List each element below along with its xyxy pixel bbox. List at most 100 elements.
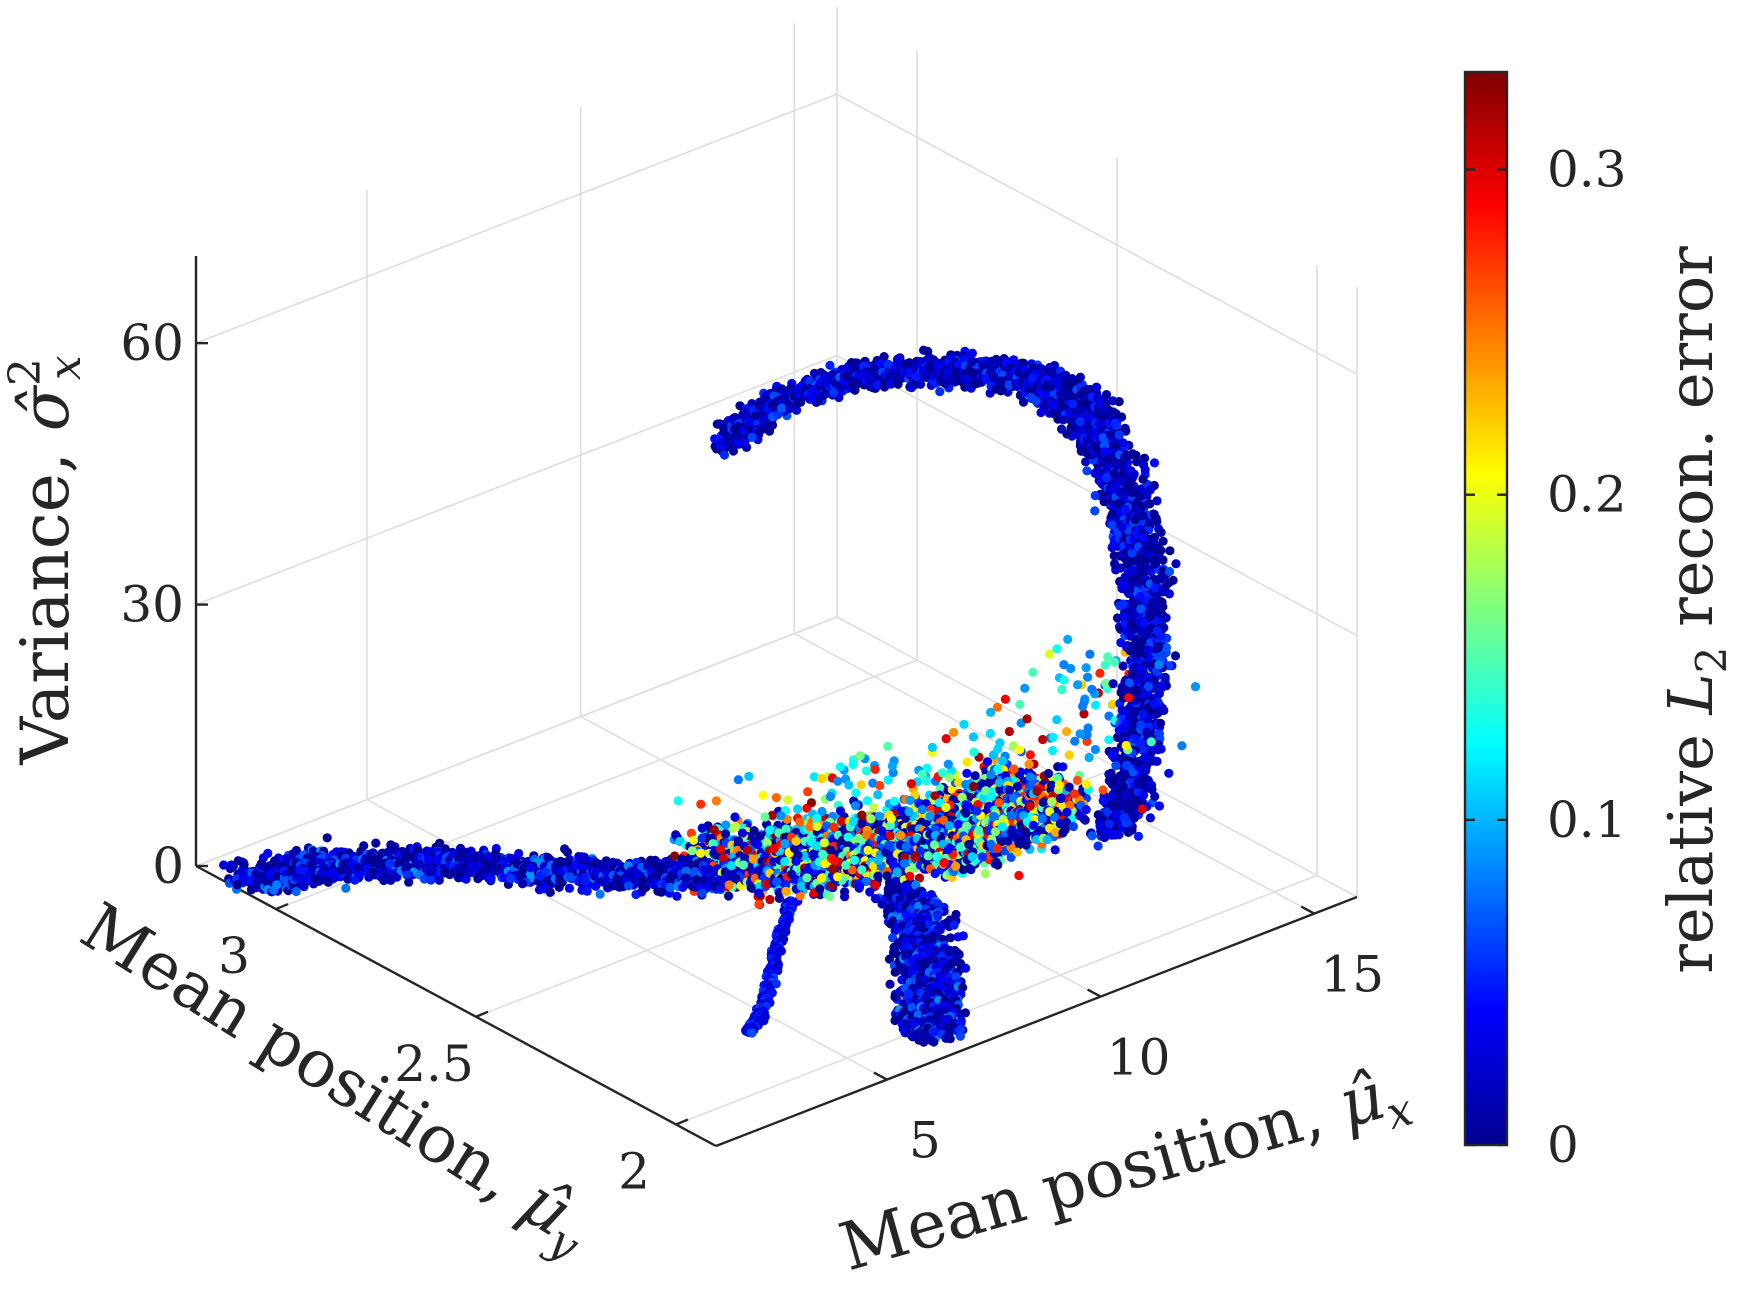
scatter-point — [232, 880, 242, 890]
scatter-point — [812, 813, 822, 823]
scatter-point — [787, 869, 797, 879]
scatter-point — [323, 877, 333, 887]
scatter-point — [488, 865, 498, 875]
scatter-point — [517, 879, 528, 889]
scatter-point — [783, 795, 793, 805]
y-tick-mark — [275, 902, 289, 911]
y-tick-mark — [475, 1010, 489, 1018]
scatter-point — [849, 855, 860, 865]
scatter-point — [754, 899, 764, 910]
scatter-point — [672, 891, 682, 901]
scatter-point — [840, 887, 850, 897]
scatter-point — [747, 432, 757, 442]
scatter-point — [291, 845, 301, 856]
scatter-point — [843, 832, 853, 842]
scatter-point — [299, 882, 309, 892]
scatter-point — [719, 450, 730, 460]
scatter-point — [434, 875, 444, 885]
scatter-point — [295, 865, 305, 875]
scatter-point — [724, 891, 734, 901]
scatter-point — [730, 822, 741, 832]
scatter-point — [526, 869, 536, 879]
scatter-point — [724, 880, 734, 890]
scatter-point — [833, 872, 843, 882]
scatter-point — [463, 868, 474, 878]
grid-sidewall-z-0 — [836, 616, 1358, 898]
scatter-point — [681, 873, 691, 883]
grid-floor-y-0 — [675, 874, 1318, 1126]
scatter-point — [941, 734, 951, 744]
scatter-point — [841, 371, 851, 381]
x-axis-line — [715, 895, 1358, 1148]
scatter-point — [742, 845, 753, 856]
scatter-point — [343, 865, 353, 875]
scatter-point — [753, 840, 763, 850]
scatter-point — [796, 397, 806, 407]
scatter-point — [671, 830, 681, 840]
scatter-point — [385, 859, 395, 869]
scatter-point — [792, 405, 802, 415]
scatter-point — [582, 886, 592, 896]
scatter-point — [758, 790, 768, 800]
scatter-point — [554, 882, 564, 892]
scatter-point — [754, 888, 764, 898]
scatter-point — [855, 751, 865, 761]
scatter-point — [829, 856, 839, 866]
scatter-point — [873, 790, 883, 800]
scatter-point — [291, 886, 301, 897]
scatter-point — [793, 804, 803, 814]
scatter-point — [322, 833, 332, 843]
scatter-point — [612, 874, 622, 884]
scatter-point — [720, 829, 731, 839]
scatter-point — [825, 791, 836, 802]
scatter-point — [413, 859, 423, 869]
scatter-point — [765, 825, 775, 835]
grid-backwall-z-1 — [195, 354, 838, 606]
scatter-point — [298, 875, 308, 885]
scatter-point — [887, 761, 898, 771]
scatter-point — [689, 835, 699, 845]
scatter-point — [848, 816, 858, 827]
x-tick-mark — [1300, 905, 1315, 915]
scatter-point — [883, 741, 893, 751]
scatter-point — [781, 886, 791, 897]
scatter-point — [545, 887, 555, 898]
scatter-point — [748, 854, 758, 864]
scatter-point — [687, 846, 697, 856]
scatter-point — [828, 864, 838, 874]
scatter-point — [927, 742, 938, 753]
scatter-point — [861, 766, 872, 776]
scatter-point — [776, 811, 786, 821]
scatter-point — [796, 881, 807, 891]
scatter-point — [716, 844, 726, 854]
scatter-point — [564, 883, 575, 893]
scatter-point — [570, 861, 580, 871]
scatter-point — [721, 820, 731, 830]
y-tick-mark — [675, 1118, 689, 1126]
scatter-point — [737, 828, 748, 838]
scatter-point — [311, 874, 321, 884]
scatter-point — [733, 775, 744, 785]
scatter-point — [802, 873, 812, 883]
scatter-point — [426, 875, 436, 885]
scatter-point — [652, 862, 663, 872]
scatter-point — [577, 852, 587, 862]
scatter-point — [427, 866, 437, 876]
scatter-point — [272, 871, 282, 881]
scatter-point — [833, 776, 843, 786]
scatter-point — [371, 838, 381, 848]
scatter-point — [670, 851, 680, 861]
scatter-point — [835, 762, 845, 772]
scatter-point — [226, 860, 236, 870]
scatter-point — [565, 872, 575, 882]
scatter-point — [758, 415, 768, 425]
scatter-point — [486, 873, 496, 883]
scatter-point — [640, 883, 650, 893]
scatter-point — [818, 849, 828, 859]
scatter-point — [606, 881, 616, 891]
scatter-point — [239, 860, 249, 870]
scatter-point — [777, 403, 787, 413]
scatter-point — [423, 854, 433, 864]
scatter-point — [795, 817, 805, 827]
